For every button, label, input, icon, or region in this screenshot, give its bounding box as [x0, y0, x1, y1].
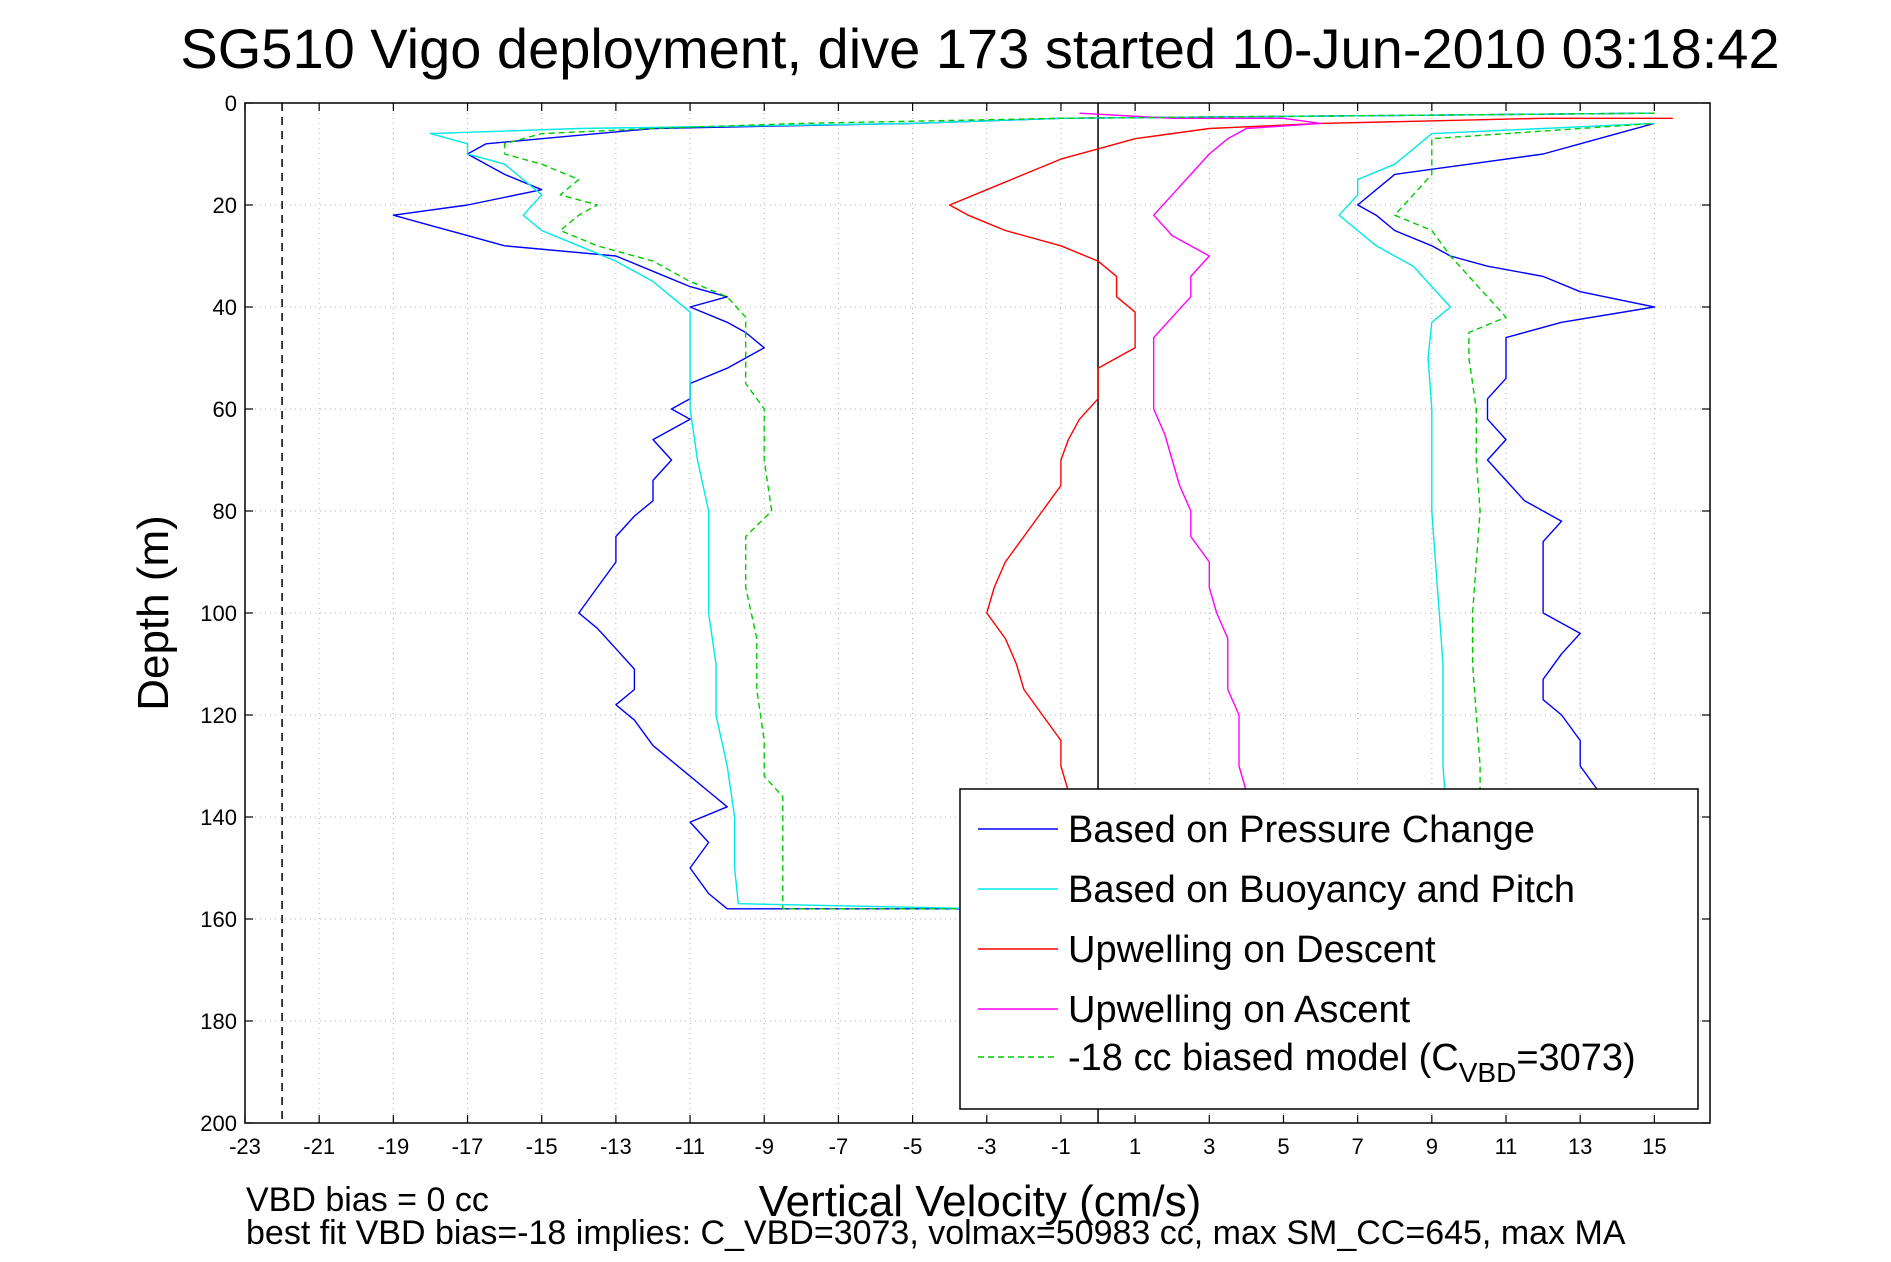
x-tick-label: 7: [1352, 1134, 1364, 1159]
series-line-2: [429, 112, 1655, 910]
x-tick-label: -15: [526, 1134, 558, 1159]
legend-label-4: Upwelling on Ascent: [1068, 989, 1411, 1031]
x-tick-label: 15: [1642, 1134, 1666, 1159]
x-axis-label: Vertical Velocity (cm/s): [759, 1177, 1202, 1226]
series-group: [392, 112, 1673, 910]
y-axis-label: Depth (m): [129, 515, 178, 711]
y-tick-label: 160: [200, 907, 237, 932]
x-axis-ticks: -23 -21 -19 -17 -15 -13 -11 -9 -7 -5 -3 -1 1 3 5 7 9 11 13…: [229, 103, 1667, 1159]
x-tick-label: -1: [1051, 1134, 1071, 1159]
series-line-1: [392, 112, 1656, 910]
y-axis-ticks: 0 20 40 60 80 100 120 140 160 180 200: [200, 91, 1710, 1136]
x-tick-label: -5: [903, 1134, 923, 1159]
legend-suffix: =3073): [1516, 1037, 1635, 1079]
x-tick-label: -9: [754, 1134, 774, 1159]
best-fit-note: best fit VBD bias=-18 implies: C_VBD=307…: [246, 1214, 1626, 1252]
y-tick-label: 60: [213, 397, 237, 422]
x-tick-label: 3: [1203, 1134, 1215, 1159]
legend-subscript: VBD: [1459, 1057, 1517, 1088]
x-tick-label: 5: [1277, 1134, 1289, 1159]
series-line-3: [949, 117, 1673, 792]
y-tick-label: 80: [213, 499, 237, 524]
x-tick-label: -17: [452, 1134, 484, 1159]
y-tick-label: 100: [200, 601, 237, 626]
y-tick-label: 20: [213, 193, 237, 218]
legend: Based on Pressure Change Based on Buoyanc…: [959, 788, 1699, 1110]
chart-title: SG510 Vigo deployment, dive 173 started …: [180, 17, 1779, 80]
y-tick-label: 200: [200, 1111, 237, 1136]
x-tick-label: -13: [600, 1134, 632, 1159]
x-tick-label: -3: [977, 1134, 997, 1159]
y-tick-label: 40: [213, 295, 237, 320]
x-tick-label: 1: [1129, 1134, 1141, 1159]
y-tick-label: 180: [200, 1009, 237, 1034]
legend-box: [959, 788, 1699, 1110]
x-tick-label: -21: [303, 1134, 335, 1159]
series-line-5: [503, 112, 1655, 910]
x-tick-label: 13: [1568, 1134, 1592, 1159]
y-tick-label: 140: [200, 805, 237, 830]
x-tick-label: -23: [229, 1134, 261, 1159]
vbd-bias-note: VBD bias = 0 cc: [246, 1181, 489, 1219]
y-tick-label: 120: [200, 703, 237, 728]
legend-label-3: Upwelling on Descent: [1068, 929, 1436, 971]
legend-label-1: Based on Pressure Change: [1068, 809, 1535, 851]
x-tick-label: -7: [829, 1134, 849, 1159]
x-tick-label: 11: [1495, 1134, 1518, 1159]
y-tick-label: 0: [225, 91, 237, 116]
x-tick-label: -11: [675, 1134, 705, 1159]
series-line-4: [1079, 112, 1322, 792]
legend-label-2: Based on Buoyancy and Pitch: [1068, 869, 1575, 911]
x-tick-label: 9: [1426, 1134, 1438, 1159]
x-tick-label: -19: [377, 1134, 409, 1159]
